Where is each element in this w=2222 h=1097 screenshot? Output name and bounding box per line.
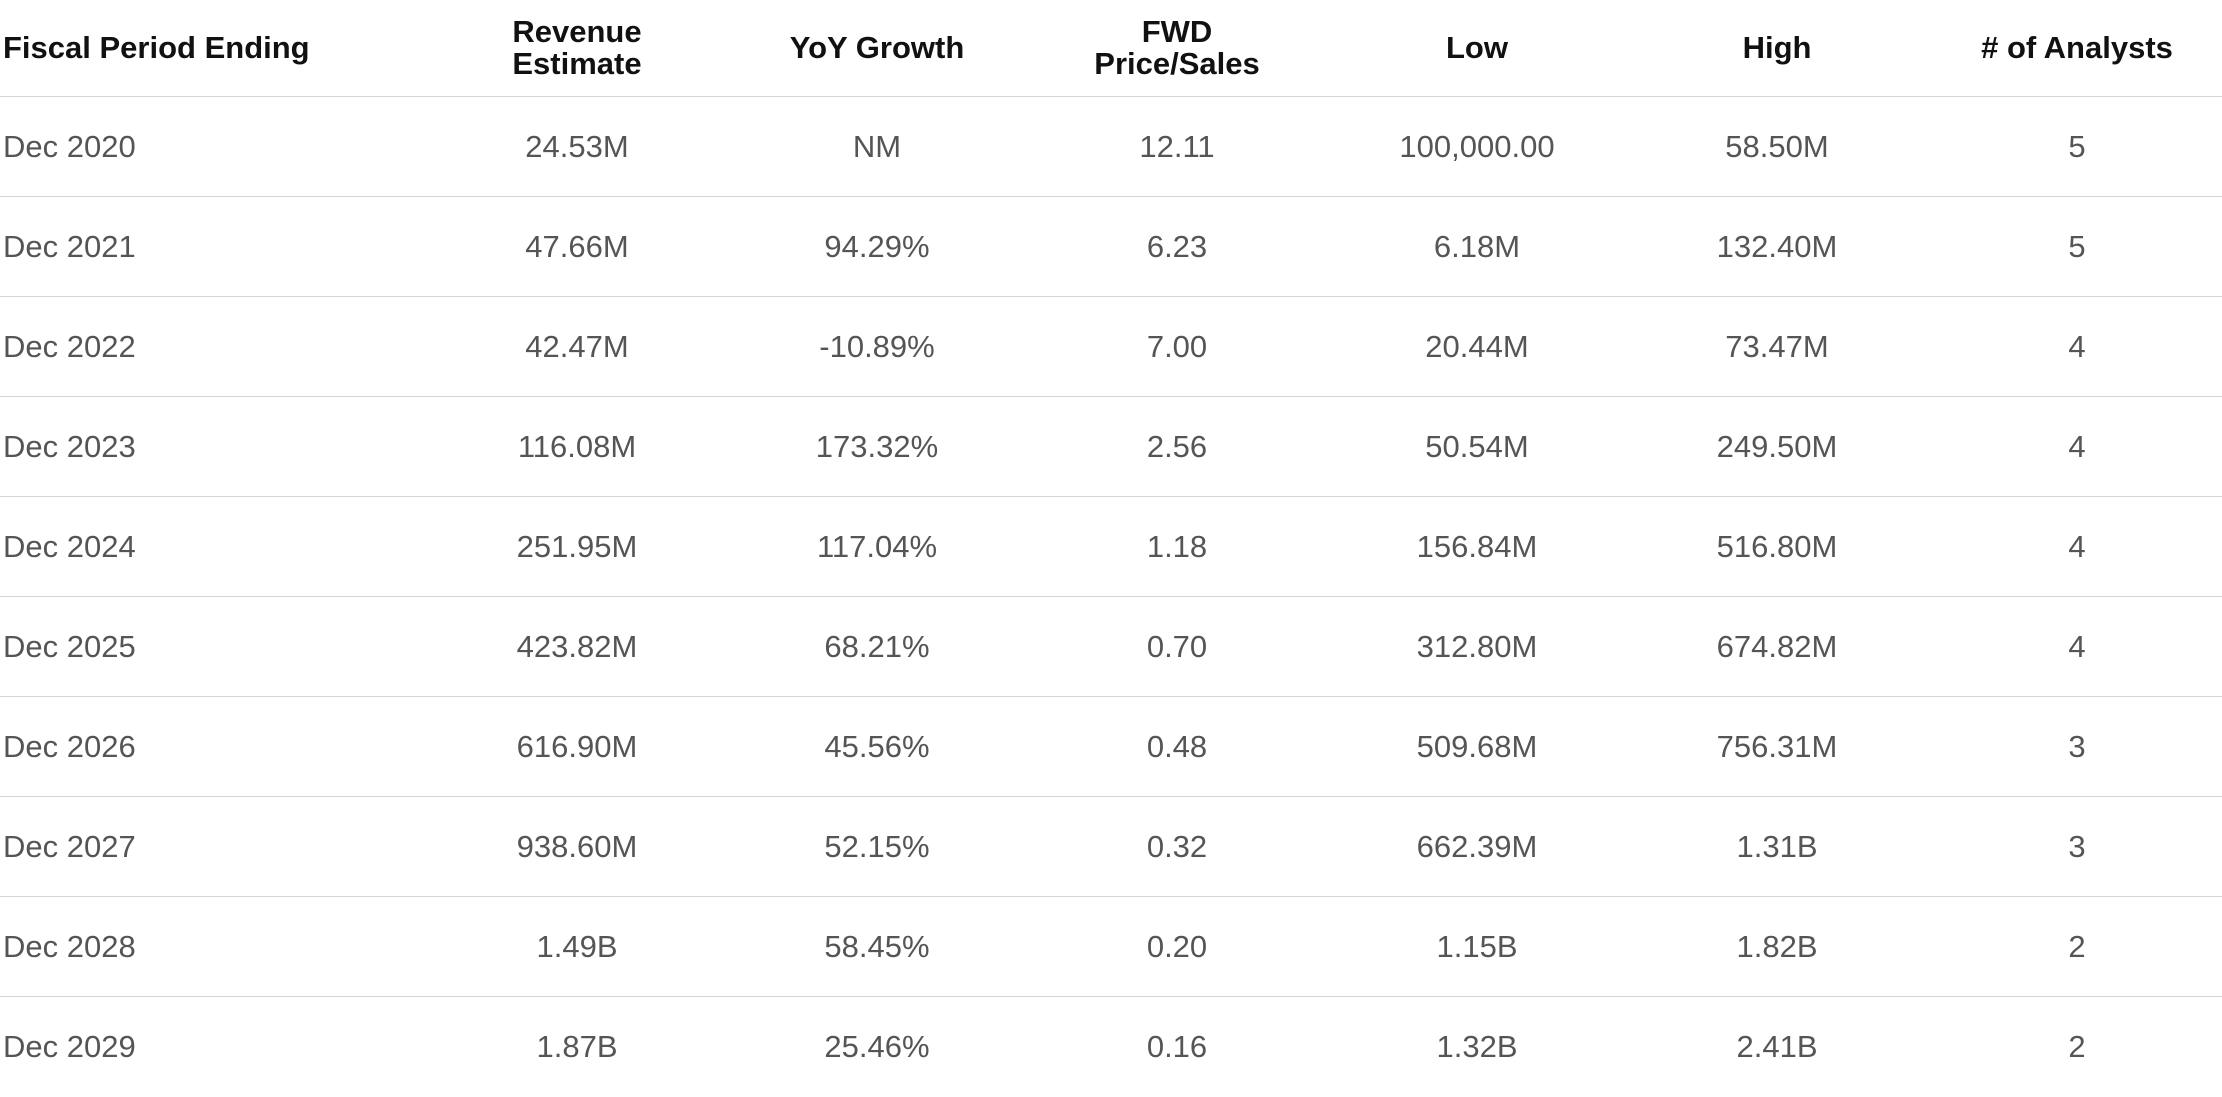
cell-yoy-growth: 94.29% bbox=[824, 229, 930, 264]
header-label-line2: Price/Sales bbox=[1094, 46, 1260, 81]
cell-revenue-estimate: 1.49B bbox=[536, 929, 618, 964]
cell-yoy-growth: NM bbox=[852, 129, 902, 164]
cell-yoy-growth: 45.56% bbox=[824, 729, 930, 764]
cell-yoy-growth: 52.15% bbox=[824, 829, 930, 864]
cell-fwd-price-sales: 0.16 bbox=[1146, 1029, 1208, 1064]
cell-fwd-price-sales: 0.70 bbox=[1146, 629, 1208, 664]
table-body: Dec 2020 24.53M NM 12.11 100,000.00 58.5… bbox=[0, 97, 2222, 1097]
cell-fwd-price-sales: 0.48 bbox=[1146, 729, 1208, 764]
header-fwd-price-sales[interactable]: FWD Price/Sales bbox=[1027, 0, 1327, 96]
cell-high: 674.82M bbox=[1716, 629, 1838, 664]
header-label-line2: Estimate bbox=[512, 46, 642, 81]
cell-analysts: 3 bbox=[2068, 829, 2086, 864]
cell-fiscal-period: Dec 2020 bbox=[3, 129, 136, 164]
cell-fwd-price-sales: 0.32 bbox=[1146, 829, 1208, 864]
header-low[interactable]: Low bbox=[1327, 0, 1627, 96]
cell-analysts: 4 bbox=[2068, 529, 2086, 564]
cell-yoy-growth: 117.04% bbox=[816, 529, 938, 564]
cell-revenue-estimate: 116.08M bbox=[517, 429, 637, 464]
cell-fiscal-period: Dec 2026 bbox=[3, 729, 136, 764]
cell-analysts: 5 bbox=[2068, 129, 2086, 164]
cell-low: 1.32B bbox=[1436, 1029, 1518, 1064]
cell-low: 1.15B bbox=[1436, 929, 1518, 964]
cell-high: 756.31M bbox=[1716, 729, 1838, 764]
cell-fiscal-period: Dec 2029 bbox=[3, 1029, 136, 1064]
table-row: Dec 2026 616.90M 45.56% 0.48 509.68M 756… bbox=[0, 697, 2222, 797]
cell-fiscal-period: Dec 2024 bbox=[3, 529, 136, 564]
cell-yoy-growth: 68.21% bbox=[824, 629, 930, 664]
header-number-of-analysts[interactable]: # of Analysts bbox=[1927, 0, 2222, 96]
cell-low: 662.39M bbox=[1416, 829, 1538, 864]
cell-yoy-growth: 58.45% bbox=[824, 929, 930, 964]
table-row: Dec 2027 938.60M 52.15% 0.32 662.39M 1.3… bbox=[0, 797, 2222, 897]
cell-fwd-price-sales: 12.11 bbox=[1139, 129, 1215, 164]
header-label: # of Analysts bbox=[1981, 30, 2173, 65]
cell-revenue-estimate: 251.95M bbox=[516, 529, 638, 564]
cell-analysts: 4 bbox=[2068, 429, 2086, 464]
table-row: Dec 2022 42.47M -10.89% 7.00 20.44M 73.4… bbox=[0, 297, 2222, 397]
cell-fiscal-period: Dec 2028 bbox=[3, 929, 136, 964]
cell-low: 100,000.00 bbox=[1399, 129, 1555, 164]
cell-revenue-estimate: 42.47M bbox=[525, 329, 629, 364]
cell-high: 249.50M bbox=[1716, 429, 1838, 464]
cell-high: 516.80M bbox=[1716, 529, 1838, 564]
table-row: Dec 2021 47.66M 94.29% 6.23 6.18M 132.40… bbox=[0, 197, 2222, 297]
table-row: Dec 2020 24.53M NM 12.11 100,000.00 58.5… bbox=[0, 97, 2222, 197]
header-label: YoY Growth bbox=[789, 30, 965, 65]
cell-analysts: 4 bbox=[2068, 329, 2086, 364]
cell-analysts: 2 bbox=[2068, 1029, 2086, 1064]
cell-low: 509.68M bbox=[1416, 729, 1538, 764]
header-label-line1: FWD bbox=[1141, 14, 1213, 49]
header-label: High bbox=[1742, 30, 1812, 65]
cell-analysts: 5 bbox=[2068, 229, 2086, 264]
cell-fiscal-period: Dec 2025 bbox=[3, 629, 136, 664]
table-row: Dec 2023 116.08M 173.32% 2.56 50.54M 249… bbox=[0, 397, 2222, 497]
cell-fwd-price-sales: 2.56 bbox=[1146, 429, 1208, 464]
cell-fiscal-period: Dec 2023 bbox=[3, 429, 136, 464]
header-yoy-growth[interactable]: YoY Growth bbox=[727, 0, 1027, 96]
cell-revenue-estimate: 24.53M bbox=[525, 129, 629, 164]
cell-fwd-price-sales: 0.20 bbox=[1146, 929, 1208, 964]
cell-low: 156.84M bbox=[1416, 529, 1538, 564]
header-label-line1: Revenue bbox=[512, 14, 642, 49]
cell-high: 1.82B bbox=[1736, 929, 1818, 964]
header-fiscal-period-ending[interactable]: Fiscal Period Ending bbox=[3, 0, 403, 96]
cell-yoy-growth: -10.89% bbox=[819, 329, 935, 364]
cell-fwd-price-sales: 6.23 bbox=[1146, 229, 1208, 264]
cell-revenue-estimate: 938.60M bbox=[516, 829, 638, 864]
cell-revenue-estimate: 423.82M bbox=[516, 629, 638, 664]
cell-high: 132.40M bbox=[1716, 229, 1838, 264]
cell-analysts: 4 bbox=[2068, 629, 2086, 664]
header-label: Fiscal Period Ending bbox=[3, 30, 310, 65]
cell-low: 50.54M bbox=[1425, 429, 1529, 464]
cell-fiscal-period: Dec 2022 bbox=[3, 329, 136, 364]
cell-high: 1.31B bbox=[1736, 829, 1818, 864]
cell-revenue-estimate: 616.90M bbox=[516, 729, 638, 764]
cell-analysts: 2 bbox=[2068, 929, 2086, 964]
table-header: Fiscal Period Ending Revenue Estimate Yo… bbox=[0, 0, 2222, 97]
cell-fwd-price-sales: 1.18 bbox=[1146, 529, 1208, 564]
table-row: Dec 2028 1.49B 58.45% 0.20 1.15B 1.82B 2 bbox=[0, 897, 2222, 997]
cell-low: 6.18M bbox=[1433, 229, 1521, 264]
cell-fiscal-period: Dec 2027 bbox=[3, 829, 136, 864]
table-row: Dec 2029 1.87B 25.46% 0.16 1.32B 2.41B 2 bbox=[0, 997, 2222, 1097]
cell-high: 2.41B bbox=[1736, 1029, 1818, 1064]
header-high[interactable]: High bbox=[1627, 0, 1927, 96]
cell-high: 58.50M bbox=[1725, 129, 1829, 164]
cell-analysts: 3 bbox=[2068, 729, 2086, 764]
header-label: Low bbox=[1446, 30, 1508, 65]
table-row: Dec 2025 423.82M 68.21% 0.70 312.80M 674… bbox=[0, 597, 2222, 697]
cell-yoy-growth: 25.46% bbox=[824, 1029, 930, 1064]
cell-fiscal-period: Dec 2021 bbox=[3, 229, 136, 264]
cell-low: 312.80M bbox=[1416, 629, 1538, 664]
header-revenue-estimate[interactable]: Revenue Estimate bbox=[427, 0, 727, 96]
cell-yoy-growth: 173.32% bbox=[815, 429, 939, 464]
cell-fwd-price-sales: 7.00 bbox=[1146, 329, 1208, 364]
cell-low: 20.44M bbox=[1425, 329, 1529, 364]
cell-high: 73.47M bbox=[1725, 329, 1829, 364]
table-row: Dec 2024 251.95M 117.04% 1.18 156.84M 51… bbox=[0, 497, 2222, 597]
cell-revenue-estimate: 1.87B bbox=[536, 1029, 618, 1064]
cell-revenue-estimate: 47.66M bbox=[525, 229, 629, 264]
